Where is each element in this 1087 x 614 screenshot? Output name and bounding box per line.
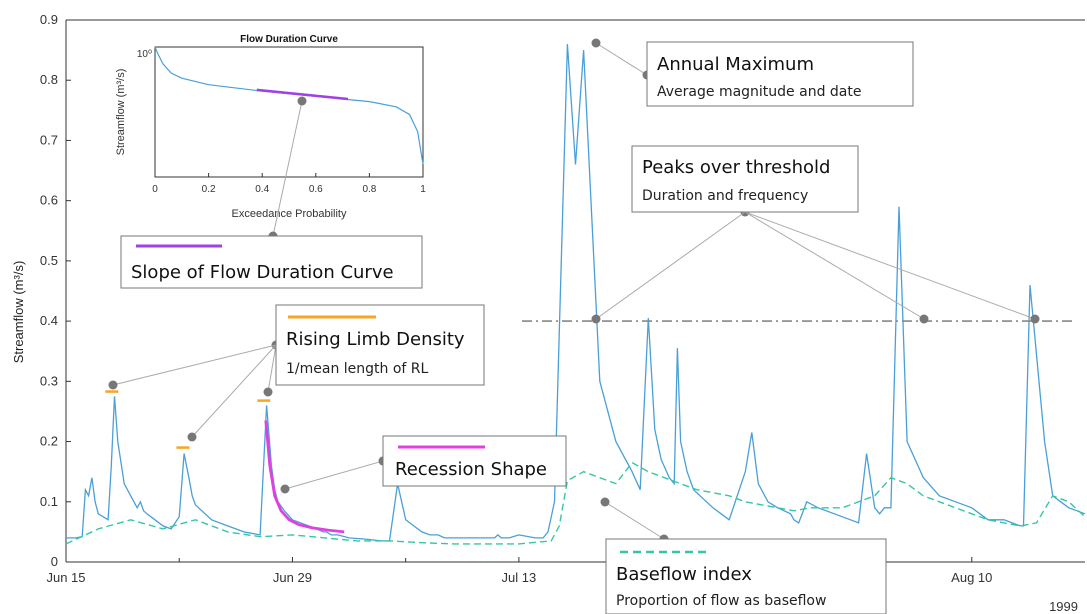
rld-point-c-dot <box>263 387 273 397</box>
inset-background <box>154 46 424 178</box>
baseflow-index-title: Baseflow index <box>616 564 752 585</box>
peaks-over-threshold-title: Peaks over threshold <box>642 157 830 178</box>
streamflow-series-line <box>66 44 1086 542</box>
fdc-slope-box: Slope of Flow Duration Curve <box>120 235 423 289</box>
x-tick-label: Aug 10 <box>951 570 992 585</box>
main-plot-frame <box>65 19 1085 563</box>
inset-x-tick-label: 0 <box>152 184 158 195</box>
rld-point-a-dot <box>108 380 118 390</box>
pot-connector-a-line <box>595 211 746 320</box>
fdc-slope-title: Slope of Flow Duration Curve <box>131 262 394 283</box>
rld-point-b-dot <box>187 432 197 442</box>
annotation-connectors <box>108 38 1040 544</box>
inset-x-tick-label: 0.8 <box>362 184 376 195</box>
y-tick-label: 0.3 <box>40 373 58 388</box>
rising-limb-density-title: Rising Limb Density <box>286 329 465 350</box>
annual-maximum-title: Annual Maximum <box>657 54 814 75</box>
peaks-over-threshold-box: Peaks over threshold Duration and freque… <box>631 145 859 213</box>
annual-maximum-box: Annual Maximum Average magnitude and dat… <box>646 41 914 107</box>
x-tick-label: Jun 15 <box>46 570 85 585</box>
y-axis-title: Streamflow (m³/s) <box>11 261 26 364</box>
main-axis-ticks: 0 0.1 0.2 0.3 0.4 0.5 0.6 0.7 0.8 0.9 Jun 15 Jun 29… <box>40 12 992 585</box>
inset-y-title: Streamflow (m³/s) <box>115 69 127 156</box>
flow-duration-inset: Flow Duration Curve 10⁰ Streamflow (m³/s… <box>115 34 426 220</box>
recession-shape-title: Recession Shape <box>395 459 547 480</box>
annual-max-peak-dot <box>591 38 601 48</box>
recession-connector-line <box>284 460 384 490</box>
pot-connector-c-line <box>744 211 1036 320</box>
y-tick-label: 0.8 <box>40 72 58 87</box>
inset-x-tick-label: 0.4 <box>255 184 269 195</box>
pot-point-a-dot <box>591 314 601 324</box>
y-tick-label: 0 <box>51 554 58 569</box>
inset-title: Flow Duration Curve <box>240 34 338 45</box>
inset-series <box>154 46 424 165</box>
annual-maximum-frame <box>646 41 914 107</box>
inset-x-tick-label: 1 <box>420 184 426 195</box>
fdc-slope-connector-line <box>272 100 303 237</box>
fdc-slope-segment <box>256 88 349 101</box>
y-tick-label: 0.5 <box>40 253 58 268</box>
x-tick-label: Jun 29 <box>273 570 312 585</box>
inset-ticks: 0 0.2 0.4 0.6 0.8 1 <box>152 173 426 195</box>
recession-shape-box: Recession Shape <box>382 435 567 487</box>
inset-x-title: Exceedance Probability <box>232 208 347 220</box>
rld-connector-a-line <box>112 344 277 386</box>
annual-max-connector-line <box>595 42 648 76</box>
inset-x-tick-label: 0.2 <box>202 184 216 195</box>
rising-limb-density-box: Rising Limb Density 1/mean length of RL <box>275 304 485 386</box>
rld-connector-c-line <box>267 344 277 393</box>
y-tick-label: 0.4 <box>40 313 58 328</box>
inset-x-tick-label: 0.6 <box>309 184 323 195</box>
baseflow-index-box: Baseflow index Proportion of flow as bas… <box>605 538 887 614</box>
rld-connector-b-line <box>191 344 277 438</box>
baseflow-series-line <box>65 461 1086 545</box>
pot-point-c-dot <box>1030 314 1040 324</box>
recession-point-dot <box>280 484 290 494</box>
recession-curve <box>264 420 345 534</box>
x-tick-label: Jul 13 <box>502 570 537 585</box>
y-tick-label: 0.2 <box>40 434 58 449</box>
peaks-over-threshold-subtitle: Duration and frequency <box>642 188 808 204</box>
inset-y-top-label: 10⁰ <box>137 49 152 60</box>
series-layer <box>65 44 1086 545</box>
rising-limb-density-subtitle: 1/mean length of RL <box>286 361 429 377</box>
y-tick-label: 0.1 <box>40 494 58 509</box>
year-label: 1999 <box>1049 599 1078 614</box>
marker-layer <box>105 320 1074 534</box>
peaks-over-threshold-frame <box>631 145 859 213</box>
fdc-slope-point-dot <box>297 96 307 106</box>
y-tick-label: 0.7 <box>40 132 58 147</box>
baseflow-point-dot <box>600 497 610 507</box>
pot-connector-b-line <box>744 211 925 320</box>
recession-shape-frame <box>382 435 567 487</box>
pot-point-b-dot <box>919 314 929 324</box>
annual-maximum-subtitle: Average magnitude and date <box>657 84 861 100</box>
baseflow-connector-line <box>604 501 665 540</box>
baseflow-index-subtitle: Proportion of flow as baseflow <box>616 593 826 609</box>
y-tick-label: 0.6 <box>40 193 58 208</box>
y-tick-label: 0.9 <box>40 12 58 27</box>
